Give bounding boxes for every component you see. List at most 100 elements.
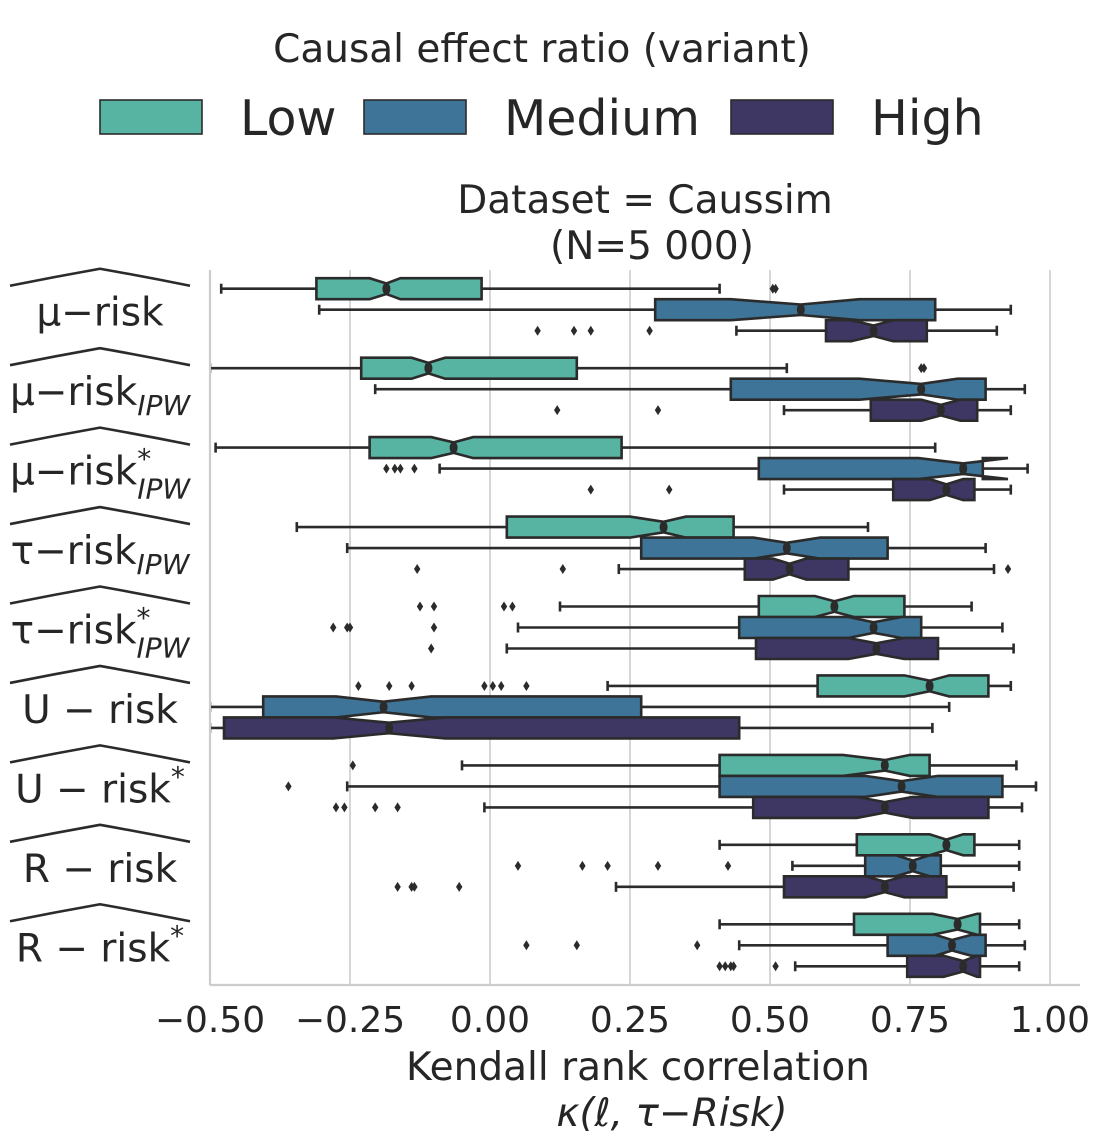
svg-text:μ−risk*IPW: μ−risk* IPW: [10, 443, 191, 506]
flier: [397, 463, 404, 474]
median-marker: [782, 542, 791, 555]
legend-entry-medium: Medium: [363, 90, 700, 147]
svg-text:R − risk*: R − risk*: [16, 919, 184, 971]
flier: [654, 405, 662, 416]
flier: [579, 860, 586, 871]
flier: [730, 961, 737, 972]
flier: [481, 680, 488, 691]
hat-accent: [9, 823, 191, 844]
box-body: [718, 753, 931, 778]
box-medium-6: [285, 774, 1038, 799]
flier: [386, 680, 393, 691]
median-marker: [379, 700, 388, 713]
legend: Causal effect ratio (variant) Low Medium H…: [99, 27, 984, 147]
legend-entry-low: Low: [99, 90, 337, 147]
box-medium-7: [514, 853, 1021, 878]
flier: [341, 802, 348, 813]
flier: [514, 860, 522, 871]
flier: [570, 325, 578, 336]
box-body: [891, 477, 976, 502]
svg-text:R − risk: R − risk: [23, 847, 178, 892]
svg-text:μ−risk: μ−risk: [36, 291, 164, 336]
x-tick-label: 0.50: [730, 1000, 810, 1041]
median-marker: [872, 642, 881, 655]
flier: [604, 860, 611, 871]
flier: [554, 405, 561, 416]
flier: [666, 484, 673, 495]
hat-accent: [9, 902, 191, 923]
svg-text:τ−riskIPW: τ−riskIPW: [11, 529, 191, 581]
chart-subtitle: (N=5 000): [550, 224, 754, 269]
box-body: [743, 557, 850, 581]
box-body: [505, 515, 735, 539]
box-body: [855, 832, 976, 857]
box-medium-8: [523, 933, 1027, 958]
flier: [456, 881, 463, 892]
box-low-7: [718, 832, 1021, 857]
y-category-label-0: μ−risk: [9, 267, 191, 336]
y-category-labels: μ−risk μ−riskIPW μ−risk* IPW τ−riskIPW τ−risk…: [9, 267, 191, 971]
median-marker: [917, 383, 926, 396]
legend-label: Low: [240, 90, 337, 147]
box-high-3: [414, 557, 1012, 581]
plot-area: [210, 276, 1038, 979]
box-medium-1: [373, 377, 1027, 402]
median-marker: [785, 563, 794, 576]
box-body: [782, 874, 948, 899]
x-tick-label: 0.00: [450, 1000, 530, 1041]
median-marker: [796, 303, 805, 316]
box-low-3: [295, 515, 870, 539]
box-medium-0: [317, 297, 1013, 322]
box-medium-5: [210, 695, 951, 719]
flier: [383, 463, 390, 474]
flier: [772, 961, 779, 972]
x-tick-label: 0.75: [870, 1000, 950, 1041]
flier: [285, 781, 292, 792]
legend-label: Medium: [504, 90, 700, 147]
x-tick-label: −0.25: [295, 1000, 405, 1041]
box-high-8: [716, 954, 1021, 979]
flier: [355, 680, 362, 691]
median-marker: [959, 462, 968, 475]
box-medium-3: [345, 536, 987, 560]
box-medium-4: [330, 615, 1004, 640]
y-category-label-5: U − risk: [9, 664, 191, 733]
flier: [573, 940, 580, 951]
flier: [346, 622, 354, 633]
flier: [394, 802, 401, 813]
legend-title: Causal effect ratio (variant): [273, 27, 811, 72]
svg-text:μ−riskIPW: μ−riskIPW: [10, 370, 191, 422]
flier: [498, 680, 505, 691]
x-axis-label-formula: κ(ℓ, τ−Risk): [556, 1091, 787, 1136]
box-body: [869, 398, 979, 423]
box-low-4: [416, 594, 973, 619]
flier: [349, 760, 356, 771]
median-marker: [880, 759, 889, 772]
box-body: [737, 615, 923, 640]
median-marker: [385, 721, 394, 734]
chart-title: Dataset = Caussim: [457, 178, 833, 223]
y-category-label-6: U − risk*: [9, 744, 191, 812]
flier: [416, 601, 424, 612]
hat-accent: [9, 267, 191, 287]
y-category-label-7: R − risk: [9, 823, 191, 892]
y-category-label-4: τ−risk* IPW: [9, 585, 191, 665]
y-category-label-8: R − risk*: [9, 902, 191, 971]
box-body: [368, 435, 623, 460]
median-marker: [942, 838, 951, 851]
flier: [1004, 564, 1012, 575]
flier: [414, 564, 421, 575]
flier: [372, 802, 379, 813]
box-body: [718, 774, 1004, 799]
median-marker: [424, 362, 433, 375]
hat-accent: [9, 744, 191, 764]
svg-text:U − risk*: U − risk*: [15, 760, 185, 812]
box-low-6: [349, 753, 1018, 778]
box-body: [816, 674, 990, 698]
hat-accent: [9, 664, 191, 685]
flier: [587, 325, 594, 336]
flier: [509, 601, 516, 612]
x-axis-label: Kendall rank correlation: [406, 1045, 870, 1090]
flier: [489, 680, 496, 691]
median-marker: [449, 441, 458, 454]
